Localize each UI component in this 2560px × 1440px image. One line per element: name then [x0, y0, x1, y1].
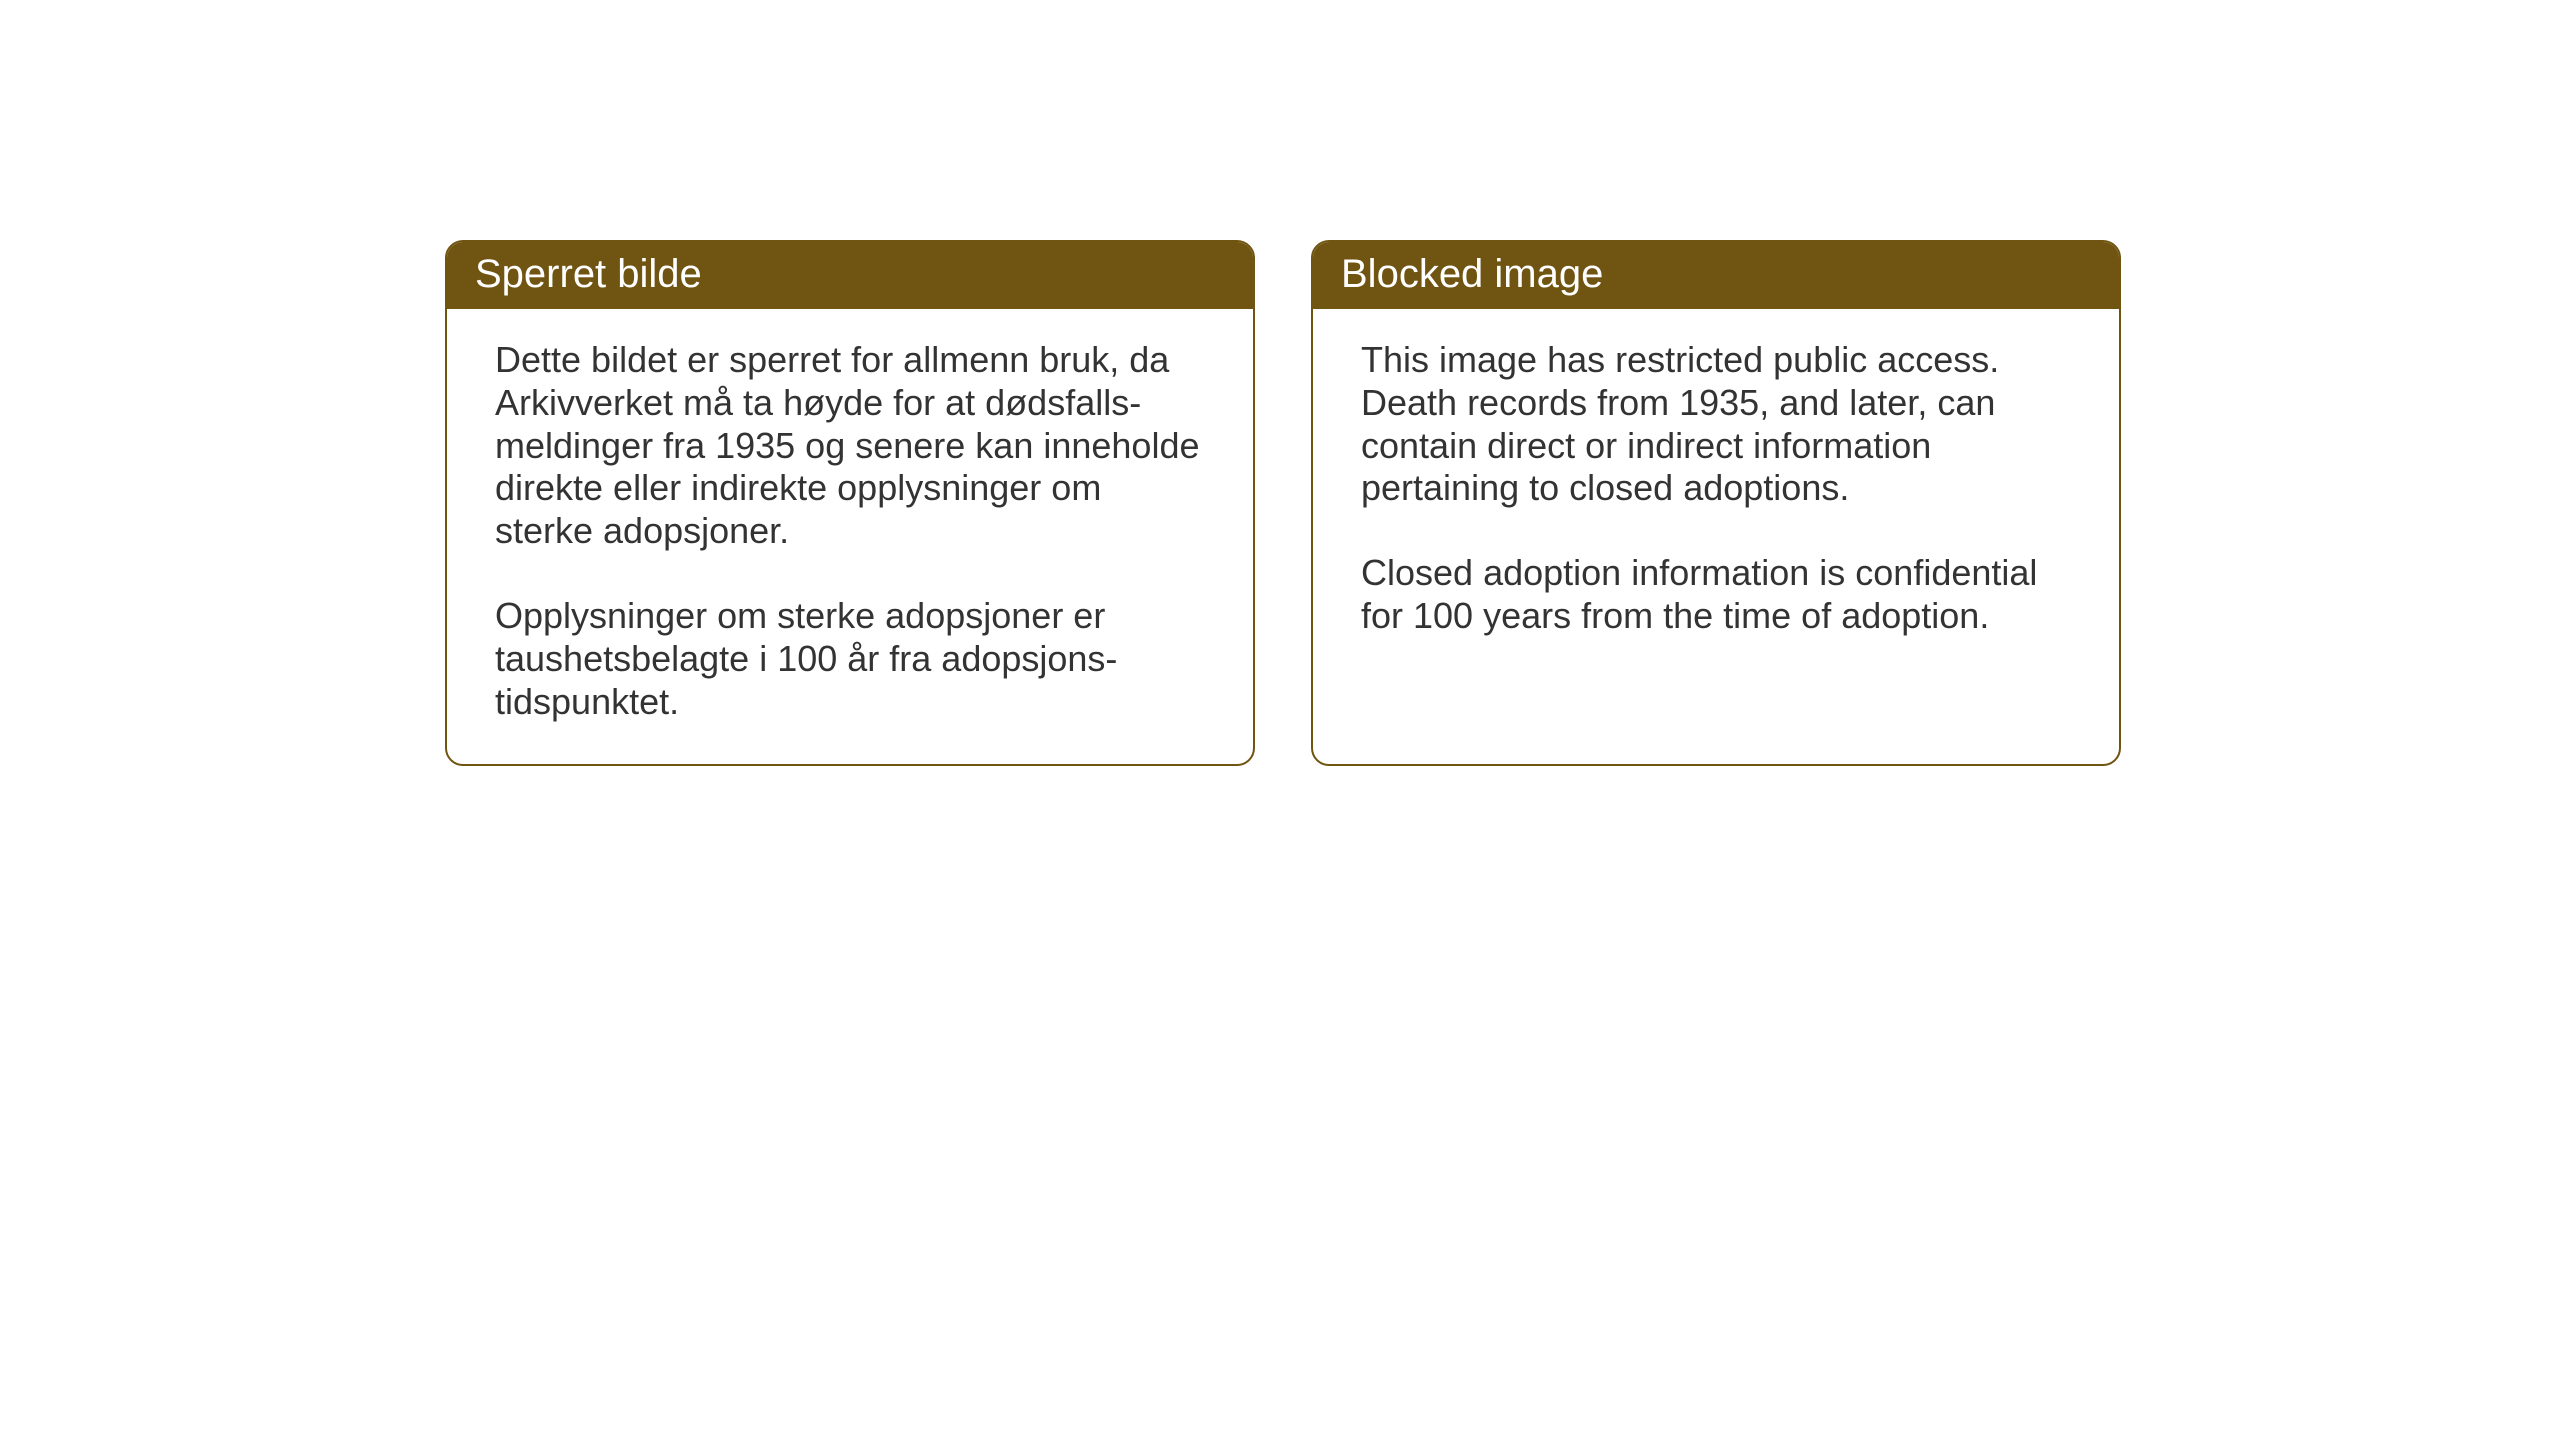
card-norwegian: Sperret bilde Dette bildet er sperret fo…	[445, 240, 1255, 766]
card-paragraph: Dette bildet er sperret for allmenn bruk…	[495, 339, 1205, 553]
card-english: Blocked image This image has restricted …	[1311, 240, 2121, 766]
card-header-norwegian: Sperret bilde	[447, 242, 1253, 309]
card-paragraph: This image has restricted public access.…	[1361, 339, 2071, 510]
card-paragraph: Closed adoption information is confident…	[1361, 552, 2071, 638]
card-title: Sperret bilde	[475, 252, 702, 296]
card-body-norwegian: Dette bildet er sperret for allmenn bruk…	[447, 309, 1253, 764]
card-title: Blocked image	[1341, 252, 1603, 296]
card-paragraph: Opplysninger om sterke adopsjoner er tau…	[495, 595, 1205, 723]
message-cards-container: Sperret bilde Dette bildet er sperret fo…	[445, 240, 2121, 766]
card-body-english: This image has restricted public access.…	[1313, 309, 2119, 678]
card-header-english: Blocked image	[1313, 242, 2119, 309]
